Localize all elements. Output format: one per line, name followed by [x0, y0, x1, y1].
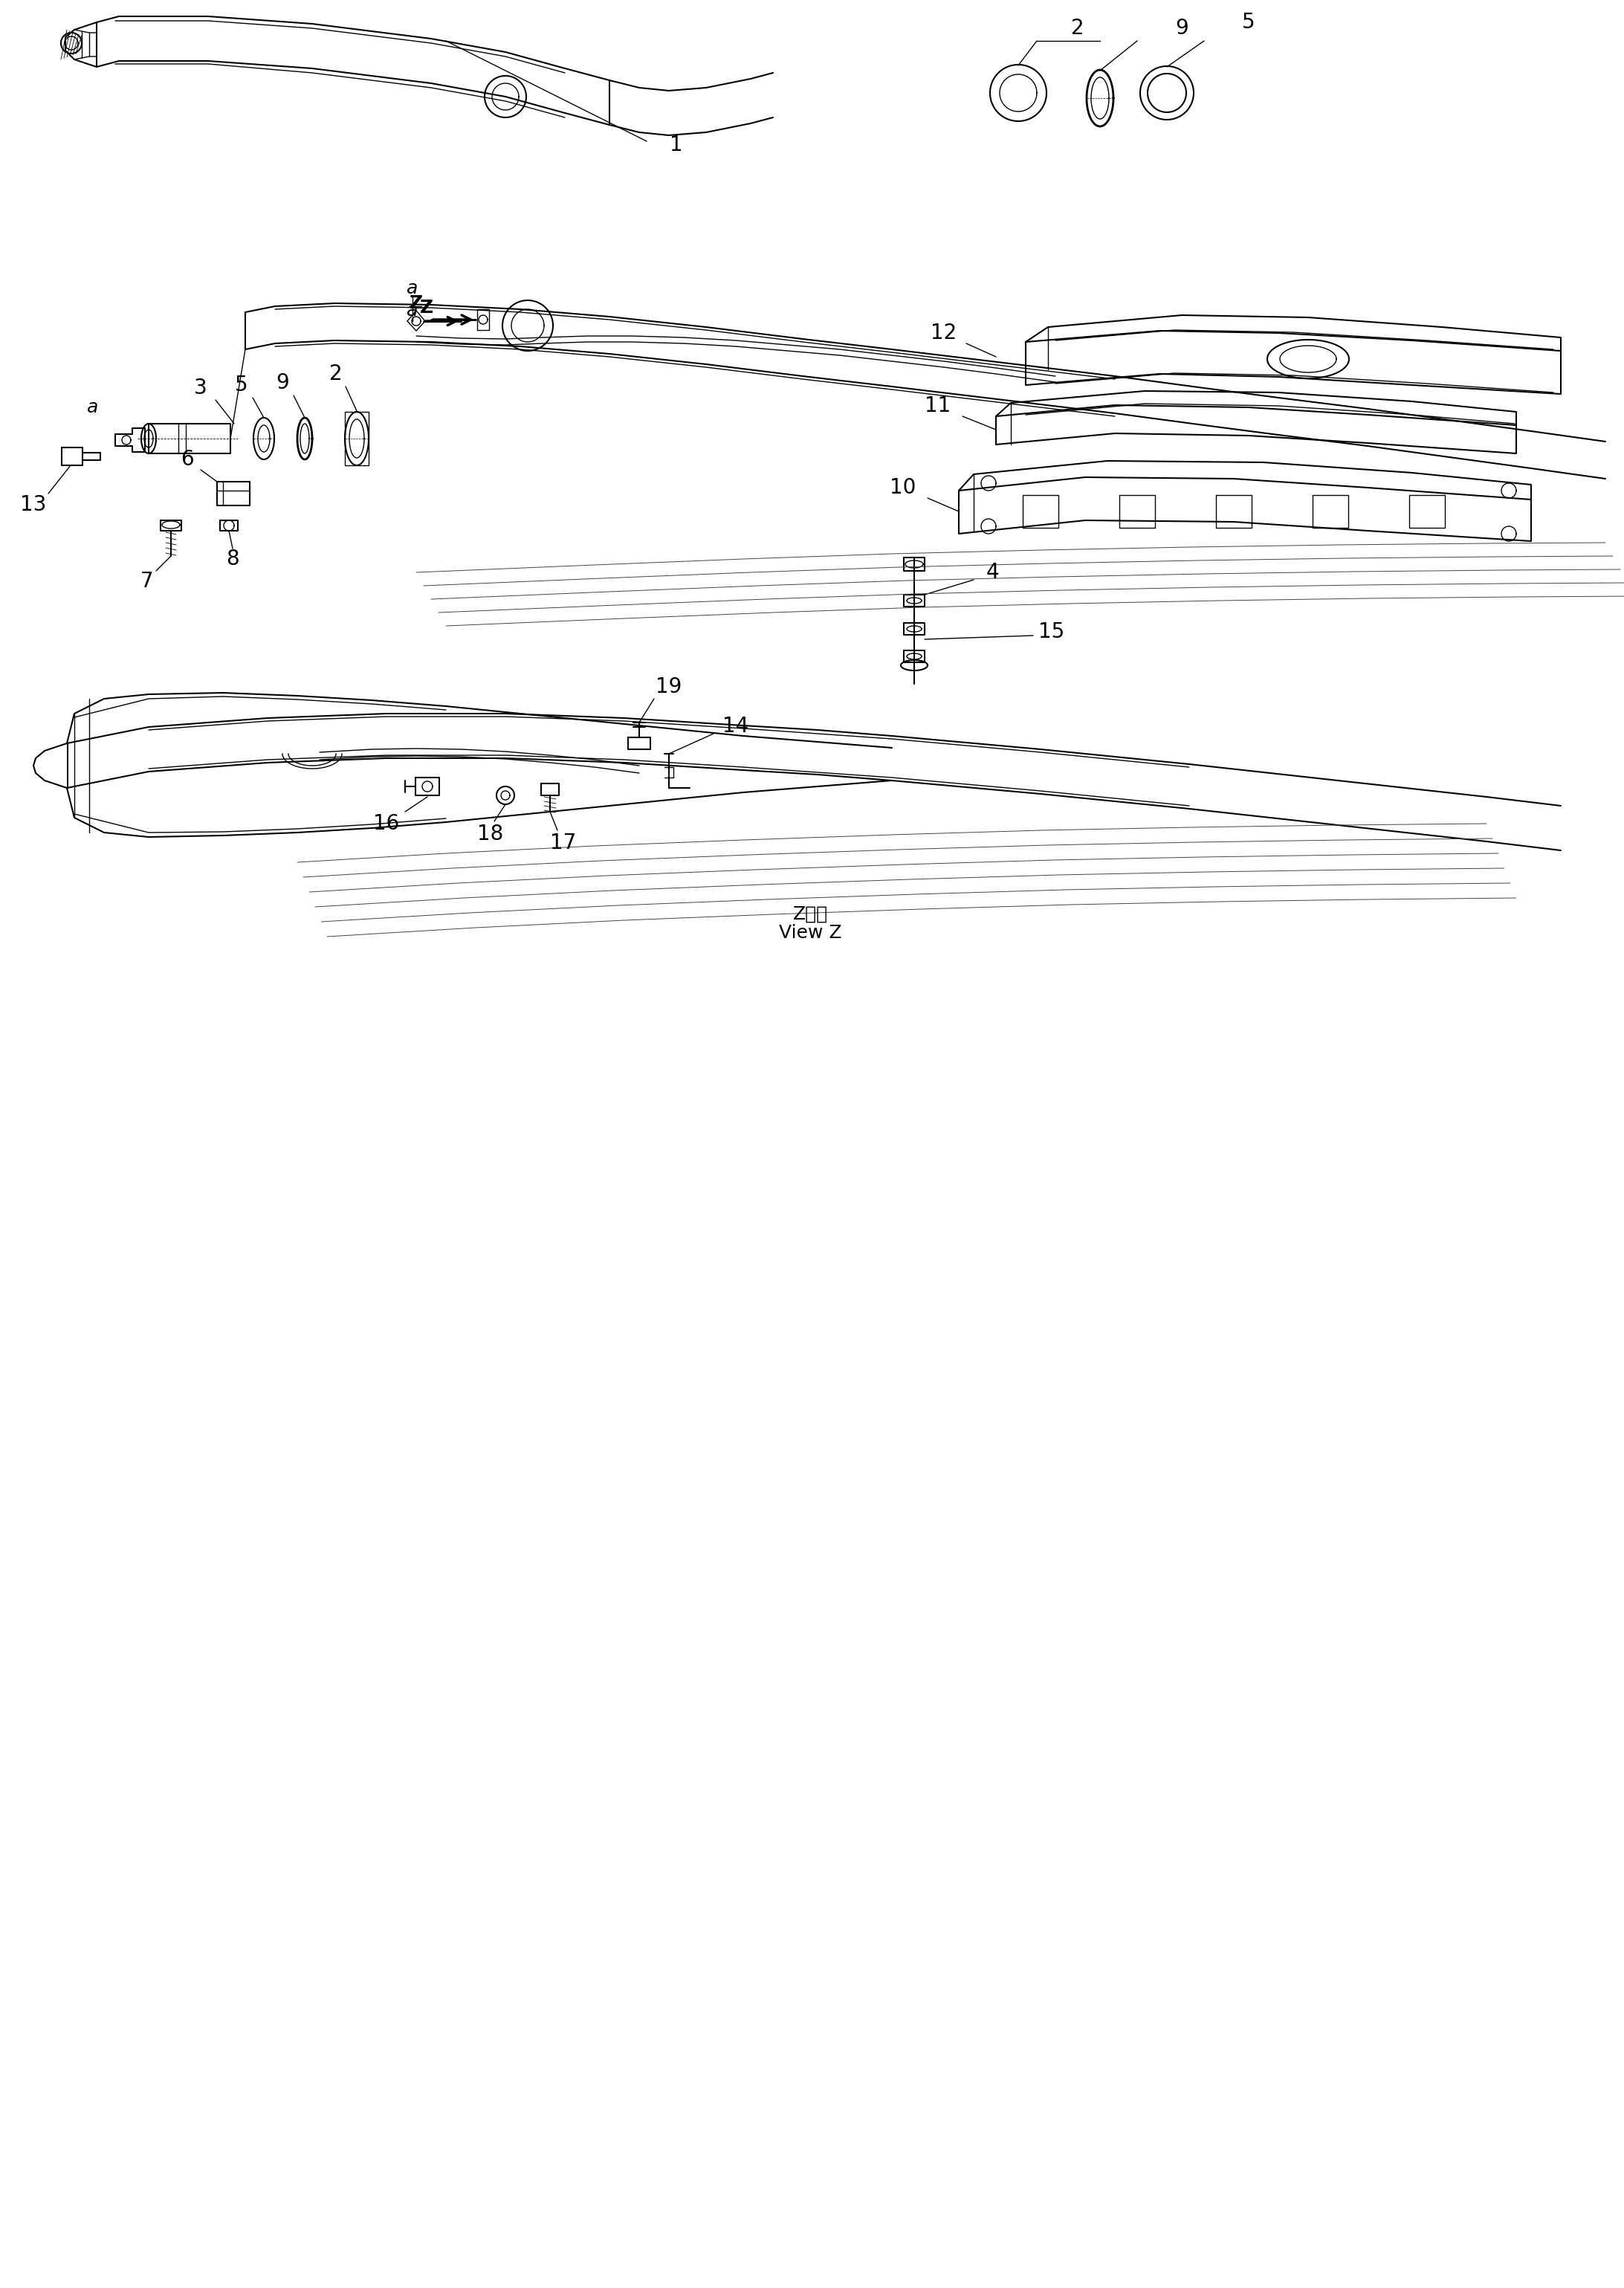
- Text: 7: 7: [141, 572, 154, 593]
- Text: 4: 4: [986, 563, 999, 583]
- Text: 1: 1: [669, 135, 684, 156]
- Text: 2: 2: [330, 364, 343, 384]
- Text: 16: 16: [374, 812, 400, 835]
- Text: View Z: View Z: [778, 924, 841, 943]
- Text: Z: Z: [409, 295, 422, 311]
- Text: Z　視: Z 視: [793, 906, 828, 924]
- Text: 9: 9: [1176, 18, 1189, 39]
- Text: 13: 13: [19, 494, 47, 515]
- Text: a: a: [406, 302, 419, 320]
- Text: a: a: [406, 279, 419, 297]
- Text: 19: 19: [656, 677, 682, 698]
- Text: 18: 18: [477, 824, 503, 844]
- Text: 5: 5: [1242, 11, 1255, 32]
- Text: 3: 3: [195, 378, 208, 398]
- Text: 15: 15: [1039, 622, 1065, 643]
- Text: 5: 5: [235, 375, 248, 396]
- Text: 17: 17: [551, 833, 577, 853]
- Text: a: a: [88, 398, 99, 416]
- Text: 6: 6: [180, 448, 193, 469]
- Text: 2: 2: [1072, 18, 1085, 39]
- Text: 11: 11: [926, 396, 952, 416]
- Text: Z: Z: [421, 300, 434, 316]
- Text: 12: 12: [931, 323, 957, 343]
- Text: 9: 9: [276, 373, 289, 394]
- Text: 14: 14: [723, 716, 749, 737]
- Text: 10: 10: [890, 478, 916, 499]
- Text: 8: 8: [226, 549, 239, 570]
